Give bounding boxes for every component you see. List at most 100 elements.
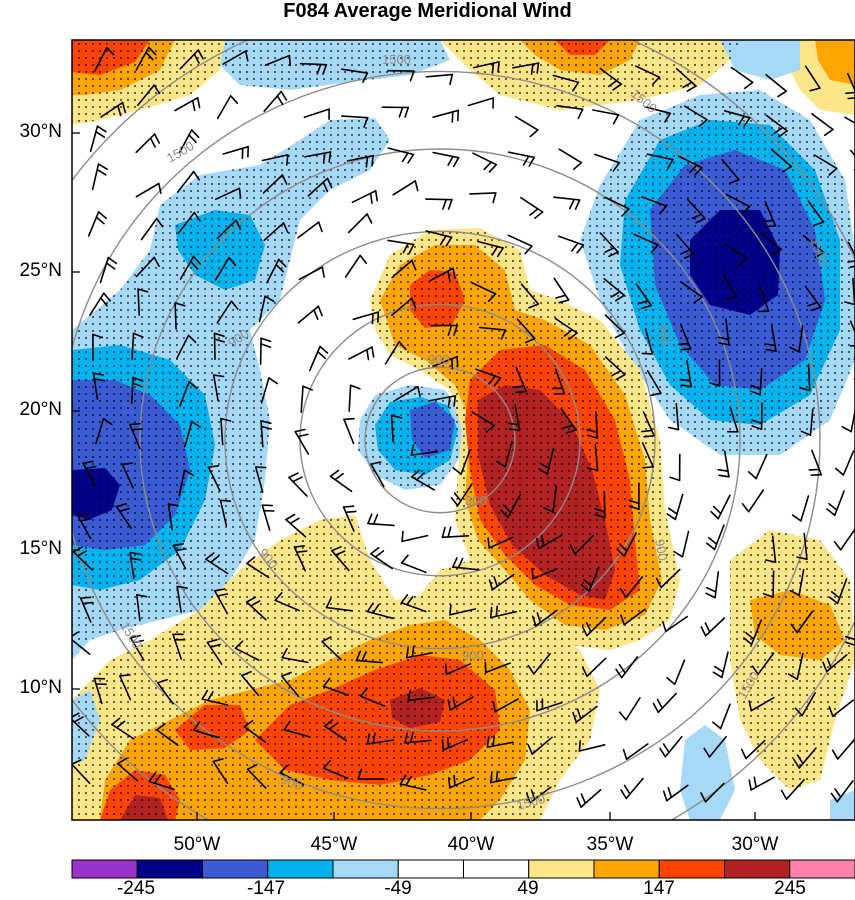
wind-barb: [179, 49, 204, 70]
wind-barb: [709, 359, 721, 387]
wind-barb: [323, 719, 348, 742]
wind-barb: [553, 196, 581, 210]
wind-barb: [216, 95, 239, 120]
wind-barb: [531, 567, 558, 580]
wind-barb: [831, 738, 855, 760]
wind-barb: [543, 485, 558, 513]
lon-label: 50°W: [173, 834, 221, 855]
wind-barb: [616, 532, 637, 558]
wind-barb: [410, 444, 439, 456]
wind-barb: [370, 461, 385, 488]
wind-barb: [787, 652, 804, 681]
wind-barb: [475, 368, 502, 387]
wind-barb: [576, 789, 602, 808]
wind-barb: [212, 374, 225, 402]
wind-barb: [391, 297, 417, 317]
wind-barb: [646, 153, 674, 170]
wind-barb: [520, 196, 544, 219]
wind-barb: [478, 326, 507, 340]
wind-barb: [129, 551, 142, 580]
colorbar-swatch: [658, 859, 725, 879]
wind-barb: [259, 337, 272, 365]
wind-barb: [176, 334, 197, 360]
wind-barb: [432, 151, 460, 168]
wind-barb: [156, 723, 179, 747]
wind-barb: [131, 332, 144, 361]
wind-barb: [82, 460, 97, 487]
colorbar-swatch: [136, 859, 203, 879]
colorbar-swatch: [789, 859, 855, 879]
wind-barb: [441, 736, 469, 751]
wind-barb: [99, 256, 118, 284]
wind-barb: [449, 604, 477, 616]
wind-barb: [659, 735, 683, 758]
wind-barb: [129, 634, 145, 661]
wind-barb: [717, 450, 730, 478]
wind-barb: [234, 640, 260, 661]
wind-barb: [400, 554, 427, 574]
wind-barb: [826, 490, 845, 517]
wind-barb: [285, 513, 307, 538]
wind-barb: [834, 450, 855, 476]
map-title: F084 Average Meridional Wind: [283, 0, 572, 22]
colorbar-label: -49: [384, 878, 412, 899]
wind-barb: [357, 768, 386, 780]
wind-barb: [177, 211, 201, 234]
wind-barb: [117, 757, 139, 782]
wind-barb: [390, 414, 403, 443]
wind-barb: [741, 489, 765, 513]
wind-barb: [297, 305, 323, 324]
wind-barb: [724, 243, 748, 266]
colorbar-label: 245: [774, 878, 806, 899]
wind-barb: [807, 200, 825, 226]
wind-barb: [722, 273, 737, 300]
wind-barb: [726, 406, 739, 433]
wind-barb: [527, 652, 551, 675]
wind-barb: [751, 652, 775, 676]
wind-barb: [646, 369, 662, 397]
wind-barb: [343, 417, 355, 445]
wind-barb: [813, 154, 838, 176]
wind-barb: [405, 645, 434, 659]
wind-barb: [622, 743, 649, 761]
wind-barb: [513, 366, 527, 394]
wind-barb: [266, 258, 287, 284]
wind-barb: [425, 230, 453, 247]
height-contour-ring: [364, 366, 516, 514]
wind-barb: [710, 494, 731, 520]
wind-barb: [77, 513, 92, 540]
colorbar-label: 147: [643, 878, 675, 899]
wind-barb: [355, 650, 384, 664]
colorbar-swatch: [71, 859, 138, 879]
height-contour-ring: [72, 70, 821, 810]
wind-barb: [298, 266, 325, 281]
wind-barb: [342, 505, 357, 532]
wind-barb: [581, 657, 607, 678]
wind-barb: [762, 570, 775, 598]
colorbar-swatch: [267, 859, 334, 879]
wind-barb: [604, 314, 626, 339]
wind-barb: [346, 154, 374, 168]
wind-barb: [135, 133, 160, 154]
wind-barb: [136, 593, 148, 622]
wind-barb: [604, 196, 630, 217]
wind-barb: [486, 735, 514, 748]
wind-barb: [764, 324, 777, 352]
wind-barb: [384, 340, 407, 365]
wind-barb: [212, 758, 229, 785]
height-contour-ring: [139, 148, 741, 732]
contour-label: 900: [652, 538, 671, 562]
wind-barb: [507, 234, 533, 255]
wind-barb: [222, 50, 249, 65]
contour-label: 1500: [382, 52, 411, 67]
wind-barb: [489, 770, 518, 784]
wind-barb: [669, 453, 681, 482]
wind-barb: [130, 376, 144, 405]
wind-barb: [429, 267, 456, 282]
wind-barb: [662, 784, 689, 802]
wind-barb: [618, 697, 641, 721]
wind-barb: [201, 689, 229, 706]
wind-barb: [264, 54, 292, 67]
wind-barb: [633, 233, 659, 254]
